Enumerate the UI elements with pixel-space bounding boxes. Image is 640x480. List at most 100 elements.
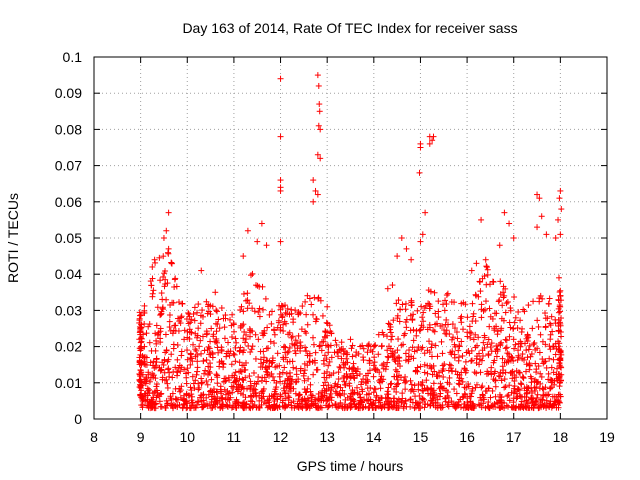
points-layer bbox=[136, 72, 565, 412]
data-point bbox=[511, 345, 518, 352]
data-point bbox=[376, 369, 383, 376]
y-tick-label: 0 bbox=[74, 411, 82, 427]
data-point bbox=[364, 349, 371, 356]
data-point bbox=[384, 359, 391, 366]
x-tick-label: 9 bbox=[137, 429, 145, 445]
data-point bbox=[335, 376, 342, 383]
data-point bbox=[444, 389, 451, 396]
data-point bbox=[432, 310, 439, 317]
data-point bbox=[392, 358, 399, 365]
data-point bbox=[313, 316, 320, 323]
data-point bbox=[159, 296, 166, 303]
data-point bbox=[302, 298, 309, 305]
data-point bbox=[247, 272, 254, 279]
data-point bbox=[342, 360, 349, 367]
data-point bbox=[443, 316, 450, 323]
data-point bbox=[228, 361, 235, 368]
data-point bbox=[522, 368, 529, 375]
data-point bbox=[152, 347, 159, 354]
data-point bbox=[506, 319, 513, 326]
data-point bbox=[428, 341, 435, 348]
data-point bbox=[384, 347, 391, 354]
data-point bbox=[418, 303, 425, 310]
data-point bbox=[415, 386, 422, 393]
data-point bbox=[164, 280, 171, 287]
data-point bbox=[497, 342, 504, 349]
data-point bbox=[183, 380, 190, 387]
data-point bbox=[498, 315, 505, 322]
data-point bbox=[232, 369, 239, 376]
data-point bbox=[399, 301, 406, 308]
data-point bbox=[297, 339, 304, 346]
data-point bbox=[474, 342, 481, 349]
data-point bbox=[446, 361, 453, 368]
data-point bbox=[193, 371, 200, 378]
data-point bbox=[319, 312, 326, 319]
data-point bbox=[293, 371, 300, 378]
data-point bbox=[548, 313, 555, 320]
data-point bbox=[547, 346, 554, 353]
data-point bbox=[459, 378, 466, 385]
data-point bbox=[240, 290, 247, 297]
data-point bbox=[388, 336, 395, 343]
data-point bbox=[393, 300, 400, 307]
data-point bbox=[275, 319, 282, 326]
data-point bbox=[178, 352, 185, 359]
data-point bbox=[488, 340, 495, 347]
data-point bbox=[157, 277, 164, 284]
data-point bbox=[478, 357, 485, 364]
data-point bbox=[491, 325, 498, 332]
data-point bbox=[252, 331, 259, 338]
data-point bbox=[501, 376, 508, 383]
data-point bbox=[458, 369, 465, 376]
data-point bbox=[414, 368, 421, 375]
data-point bbox=[302, 328, 309, 335]
data-point bbox=[236, 348, 243, 355]
data-point bbox=[485, 336, 492, 343]
data-point bbox=[360, 345, 367, 352]
data-point bbox=[251, 308, 258, 315]
data-point bbox=[385, 354, 392, 361]
data-point bbox=[231, 351, 238, 358]
data-point bbox=[176, 299, 183, 306]
data-point bbox=[200, 391, 207, 398]
data-point bbox=[450, 334, 457, 341]
data-point bbox=[158, 403, 165, 410]
data-point bbox=[533, 369, 540, 376]
data-point bbox=[431, 289, 438, 296]
data-point bbox=[175, 365, 182, 372]
data-point bbox=[468, 357, 475, 364]
data-point bbox=[402, 300, 409, 307]
data-point bbox=[307, 381, 314, 388]
data-point bbox=[196, 343, 203, 350]
data-point bbox=[250, 369, 257, 376]
data-point bbox=[247, 349, 254, 356]
data-point bbox=[502, 383, 509, 390]
data-point bbox=[424, 370, 431, 377]
data-point bbox=[476, 361, 483, 368]
data-point bbox=[460, 326, 467, 333]
data-point bbox=[189, 373, 196, 380]
data-point bbox=[514, 357, 521, 364]
data-point bbox=[470, 336, 477, 343]
data-point bbox=[479, 347, 486, 354]
data-point bbox=[476, 350, 483, 357]
data-point bbox=[485, 399, 492, 406]
data-point bbox=[177, 314, 184, 321]
data-point bbox=[344, 373, 351, 380]
chart-title: Day 163 of 2014, Rate Of TEC Index for r… bbox=[182, 20, 517, 36]
data-point bbox=[503, 402, 510, 409]
data-point bbox=[302, 344, 309, 351]
data-point bbox=[394, 376, 401, 383]
x-tick-label: 14 bbox=[366, 429, 382, 445]
data-point bbox=[420, 324, 427, 331]
data-point bbox=[240, 308, 247, 315]
x-tick-label: 16 bbox=[459, 429, 475, 445]
data-point bbox=[487, 394, 494, 401]
data-point bbox=[213, 328, 220, 335]
data-point bbox=[542, 384, 549, 391]
data-point bbox=[444, 290, 451, 297]
data-point bbox=[549, 393, 556, 400]
data-point bbox=[503, 359, 510, 366]
y-axis-label: ROTI / TECUs bbox=[5, 193, 21, 283]
